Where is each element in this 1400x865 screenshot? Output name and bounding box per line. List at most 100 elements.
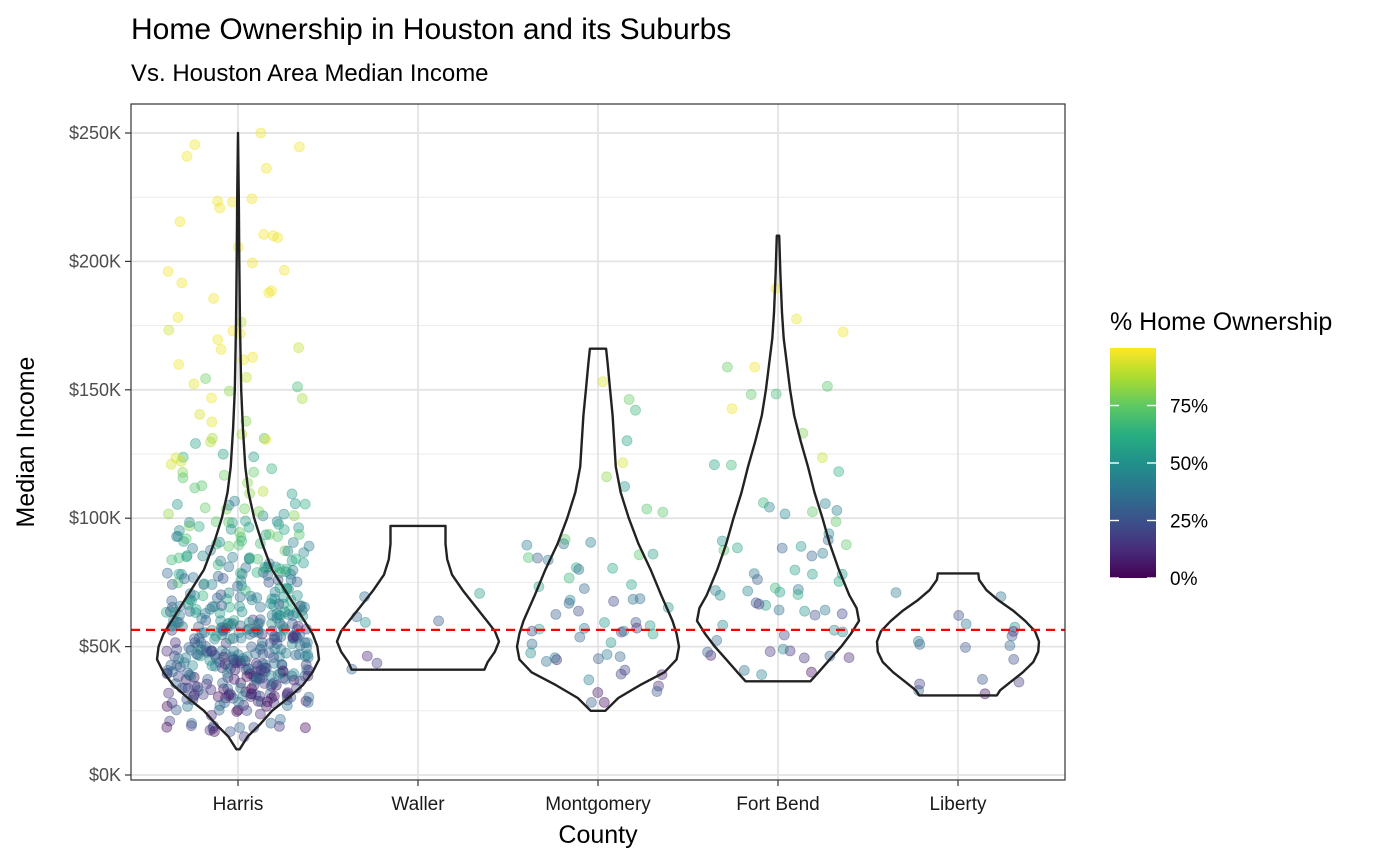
scatter-point — [563, 597, 575, 609]
scatter-point — [247, 351, 259, 363]
scatter-point — [250, 666, 262, 678]
scatter-point — [182, 701, 193, 712]
scatter-point — [953, 610, 965, 621]
scatter-point — [166, 554, 178, 566]
scatter-point — [260, 162, 272, 174]
scatter-point — [223, 587, 235, 599]
scatter-point — [245, 590, 257, 602]
scatter-point — [248, 466, 260, 478]
scatter-point — [257, 566, 269, 578]
scatter-point — [193, 521, 205, 532]
scatter-point — [184, 517, 195, 528]
scatter-point — [251, 592, 263, 603]
scatter-point — [232, 655, 244, 666]
scatter-point — [160, 606, 172, 618]
scatter-point — [843, 652, 855, 663]
scatter-point — [172, 671, 184, 682]
scatter-point — [287, 633, 299, 644]
scatter-point — [702, 646, 713, 658]
x-tick-label: Montgomery — [545, 794, 651, 815]
scatter-point — [219, 697, 230, 709]
scatter-point — [166, 595, 178, 607]
scatter-point — [173, 568, 185, 580]
scatter-point — [174, 661, 186, 673]
scatter-point — [293, 522, 305, 533]
scatter-point — [217, 573, 229, 584]
scatter-point — [301, 637, 313, 648]
scatter-point — [219, 658, 231, 670]
scatter-point — [287, 537, 299, 548]
scatter-point — [163, 324, 175, 336]
scatter-point — [189, 139, 201, 151]
scatter-point — [278, 508, 290, 520]
scatter-point — [188, 633, 200, 645]
scatter-point — [236, 606, 248, 618]
scatter-point — [248, 722, 260, 733]
scatter-point — [630, 404, 641, 416]
legend-tick-label: 50% — [1170, 454, 1208, 475]
scatter-point — [189, 637, 201, 648]
scatter-point — [234, 601, 246, 612]
scatter-point — [271, 638, 283, 649]
scatter-point — [779, 508, 791, 520]
x-tick-label: Waller — [391, 794, 445, 815]
scatter-point — [206, 645, 217, 657]
chart-subtitle: Vs. Houston Area Median Income — [131, 60, 489, 87]
scatter-point — [1013, 676, 1025, 688]
scatter-point — [199, 608, 211, 619]
scatter-point — [433, 615, 445, 627]
scatter-point — [191, 681, 203, 693]
scatter-point — [172, 577, 184, 589]
scatter-point — [303, 540, 315, 552]
scatter-point — [162, 266, 174, 277]
scatter-point — [209, 601, 221, 612]
scatter-point — [269, 631, 281, 642]
scatter-point — [618, 625, 630, 637]
scatter-point — [764, 646, 776, 657]
scatter-point — [299, 637, 311, 649]
scatter-point — [257, 485, 269, 497]
scatter-point — [174, 216, 186, 228]
scatter-point — [251, 671, 263, 682]
scatter-point — [164, 715, 176, 727]
scatter-point — [299, 498, 311, 510]
scatter-point — [172, 530, 184, 542]
scatter-point — [213, 704, 225, 716]
scatter-point — [229, 664, 241, 676]
scatter-point — [244, 552, 256, 563]
scatter-point — [289, 498, 301, 510]
scatter-point — [189, 590, 201, 601]
scatter-point — [278, 623, 290, 634]
scatter-point — [359, 617, 371, 628]
violin-shapes — [155, 131, 1041, 751]
scatter-point — [181, 551, 193, 563]
scatter-point — [170, 704, 182, 716]
scatter-point — [206, 601, 218, 613]
scatter-point — [268, 677, 280, 689]
scatter-point — [169, 620, 181, 631]
scatter-point — [181, 693, 193, 705]
scatter-point — [290, 553, 302, 565]
scatter-point — [710, 585, 721, 596]
scatter-point — [223, 690, 235, 701]
scatter-point — [250, 689, 262, 701]
scatter-point — [176, 277, 188, 289]
scatter-point — [752, 574, 763, 585]
scatter-point — [1008, 654, 1020, 665]
scatter-point — [248, 451, 260, 463]
scatter-point — [188, 378, 200, 390]
scatter-point — [169, 650, 180, 662]
scatter-point — [564, 594, 576, 606]
y-tick-label: $100K — [69, 508, 121, 528]
scatter-point — [200, 373, 212, 385]
scatter-point — [218, 683, 230, 695]
scatter-point — [246, 594, 258, 606]
scatter-point — [266, 609, 278, 621]
scatter-point — [166, 697, 178, 709]
scatter-point — [224, 617, 236, 629]
scatter-point — [286, 638, 298, 650]
scatter-point — [278, 598, 290, 610]
scatter-point — [196, 480, 208, 492]
scatter-point — [189, 482, 201, 494]
scatter-point — [200, 641, 212, 652]
